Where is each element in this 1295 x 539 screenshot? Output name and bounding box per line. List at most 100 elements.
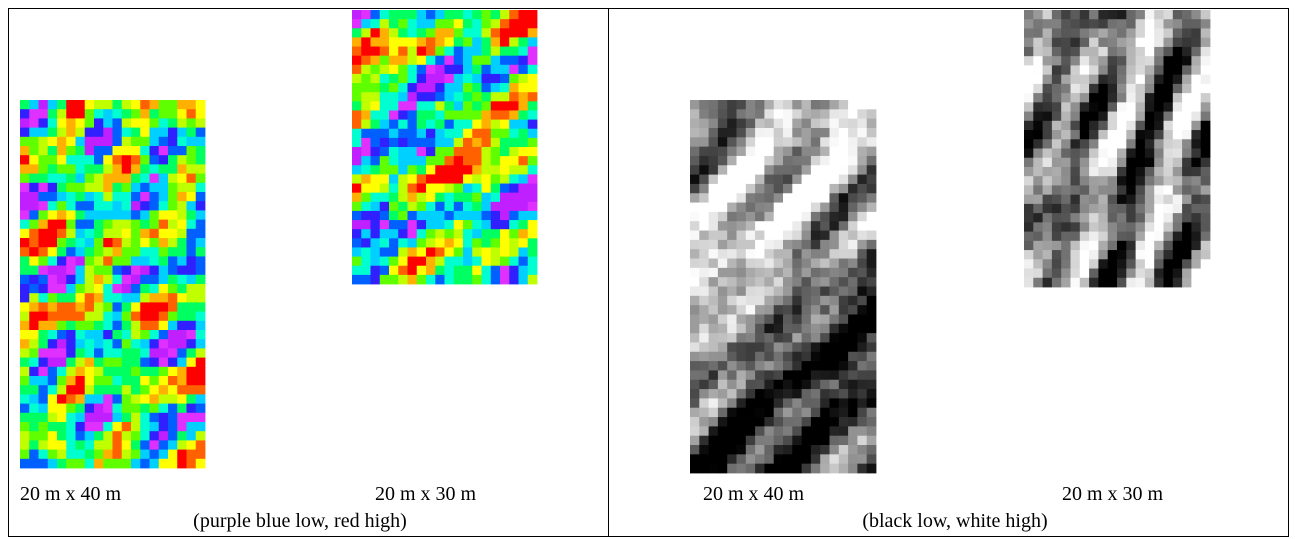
raster-pixel — [168, 128, 178, 138]
raster-pixel — [435, 165, 445, 175]
raster-pixel — [867, 212, 877, 222]
raster-pixel — [85, 302, 95, 312]
raster-pixel — [774, 147, 784, 157]
raster-pixel — [1182, 167, 1192, 177]
raster-pixel — [48, 137, 58, 147]
raster-pixel — [820, 100, 830, 110]
raster-pixel — [802, 147, 812, 157]
raster-pixel — [1108, 250, 1118, 260]
raster-pixel — [737, 231, 747, 241]
raster-pixel — [131, 302, 141, 312]
raster-pixel — [159, 109, 169, 119]
raster-pixel — [1117, 167, 1127, 177]
raster-pixel — [1164, 28, 1174, 38]
raster-pixel — [140, 431, 150, 441]
raster-pixel — [839, 389, 849, 399]
raster-pixel — [774, 417, 784, 427]
raster-pixel — [1182, 259, 1192, 269]
raster-pixel — [426, 165, 436, 175]
raster-pixel — [85, 109, 95, 119]
raster-pixel — [435, 28, 445, 38]
raster-pixel — [1080, 222, 1090, 232]
raster-pixel — [1024, 232, 1034, 242]
raster-pixel — [830, 464, 840, 474]
raster-pixel — [472, 147, 482, 157]
raster-pixel — [380, 110, 390, 120]
raster-pixel — [1052, 130, 1062, 140]
raster-pixel — [839, 287, 849, 297]
raster-pixel — [709, 231, 719, 241]
raster-pixel — [1043, 28, 1053, 38]
raster-pixel — [802, 156, 812, 166]
raster-pixel — [85, 330, 95, 340]
raster-pixel — [509, 92, 519, 102]
raster-pixel — [1052, 213, 1062, 223]
raster-pixel — [764, 333, 774, 343]
raster-pixel — [187, 109, 197, 119]
raster-pixel — [528, 10, 538, 20]
raster-pixel — [361, 184, 371, 194]
raster-pixel — [1108, 28, 1118, 38]
raster-pixel — [1098, 139, 1108, 149]
raster-pixel — [783, 296, 793, 306]
raster-pixel — [848, 417, 858, 427]
raster-pixel — [528, 184, 538, 194]
raster-pixel — [66, 367, 76, 377]
raster-pixel — [519, 19, 529, 29]
raster-pixel — [1173, 149, 1183, 159]
raster-pixel — [57, 385, 67, 395]
raster-pixel — [839, 454, 849, 464]
raster-pixel — [48, 220, 58, 230]
raster-pixel — [1071, 250, 1081, 260]
raster-pixel — [718, 240, 728, 250]
raster-pixel — [66, 247, 76, 257]
raster-pixel — [1071, 232, 1081, 242]
raster-pixel — [454, 101, 464, 111]
raster-pixel — [1108, 149, 1118, 159]
raster-pixel — [839, 361, 849, 371]
raster-pixel — [1108, 65, 1118, 75]
raster-pixel — [57, 128, 67, 138]
raster-pixel — [792, 296, 802, 306]
raster-pixel — [519, 74, 529, 84]
raster-pixel — [103, 247, 113, 257]
raster-pixel — [408, 10, 418, 20]
raster-pixel — [66, 229, 76, 239]
raster-pixel — [699, 165, 709, 175]
raster-pixel — [1071, 204, 1081, 214]
raster-pixel — [131, 118, 141, 128]
raster-pixel — [718, 464, 728, 474]
raster-pixel — [150, 450, 160, 460]
raster-pixel — [802, 212, 812, 222]
raster-pixel — [1154, 56, 1164, 66]
raster-pixel — [509, 184, 519, 194]
raster-pixel — [839, 305, 849, 315]
raster-pixel — [187, 155, 197, 165]
raster-pixel — [131, 440, 141, 450]
raster-pixel — [389, 229, 399, 239]
raster-pixel — [755, 137, 765, 147]
raster-pixel — [389, 83, 399, 93]
raster-pixel — [839, 296, 849, 306]
raster-pixel — [1154, 47, 1164, 57]
raster-pixel — [839, 221, 849, 231]
raster-pixel — [1136, 10, 1146, 20]
raster-pixel — [1126, 204, 1136, 214]
raster-pixel — [454, 129, 464, 139]
raster-pixel — [20, 376, 30, 386]
raster-pixel — [783, 324, 793, 334]
raster-pixel — [528, 238, 538, 248]
raster-pixel — [20, 155, 30, 165]
raster-pixel — [839, 259, 849, 269]
raster-pixel — [85, 220, 95, 230]
raster-pixel — [187, 183, 197, 193]
raster-pixel — [113, 293, 123, 303]
raster-pixel — [1191, 38, 1201, 48]
raster-pixel — [699, 231, 709, 241]
raster-pixel — [755, 324, 765, 334]
raster-pixel — [500, 220, 510, 230]
raster-pixel — [718, 417, 728, 427]
raster-pixel — [764, 464, 774, 474]
raster-pixel — [746, 305, 756, 315]
raster-pixel — [867, 203, 877, 213]
